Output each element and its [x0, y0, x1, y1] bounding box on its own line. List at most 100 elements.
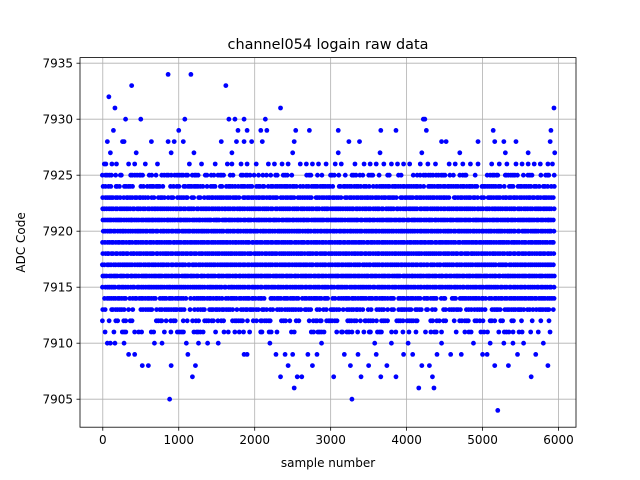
data-point — [279, 161, 285, 167]
data-point — [199, 161, 204, 167]
chart-title: channel054 logain raw data — [228, 37, 429, 53]
data-point — [163, 318, 169, 324]
data-point — [111, 127, 116, 133]
data-point — [360, 307, 366, 312]
data-point — [410, 195, 416, 201]
data-point — [323, 161, 329, 167]
data-point — [398, 172, 404, 178]
data-point — [453, 296, 458, 301]
data-point — [385, 307, 391, 312]
data-point — [495, 172, 501, 178]
data-point — [261, 296, 267, 301]
data-point — [241, 329, 246, 335]
data-point — [265, 161, 271, 167]
data-point — [262, 116, 268, 122]
data-point — [121, 139, 127, 145]
data-point — [376, 172, 382, 178]
data-point — [373, 352, 379, 357]
data-point — [212, 273, 218, 279]
data-point — [338, 195, 344, 201]
ticks-layer: 0 1000 2000 3000 4000 5000 6000 7905 7910 7915 792… — [42, 57, 573, 448]
data-point — [496, 329, 502, 335]
data-point — [537, 161, 543, 167]
data-point — [453, 329, 459, 335]
data-point — [531, 161, 537, 167]
data-point — [381, 161, 387, 167]
data-point — [248, 251, 254, 256]
data-point — [468, 161, 473, 167]
data-point — [145, 363, 151, 368]
data-point — [519, 318, 524, 324]
data-point — [389, 340, 394, 346]
data-point — [160, 184, 166, 189]
data-point — [378, 127, 384, 133]
data-point — [295, 296, 301, 301]
data-point — [200, 329, 206, 335]
data-point — [551, 184, 557, 189]
data-point — [413, 329, 419, 335]
data-point — [431, 385, 437, 391]
data-point — [308, 172, 314, 178]
data-point — [506, 329, 512, 335]
data-point — [446, 161, 452, 167]
data-point — [501, 340, 507, 346]
data-point — [244, 161, 250, 167]
data-point — [529, 172, 535, 178]
data-point — [274, 195, 280, 201]
data-point — [181, 329, 186, 335]
data-point — [247, 172, 253, 178]
x-tick-label: 0 — [99, 433, 107, 447]
data-point — [259, 329, 265, 335]
data-point — [284, 172, 290, 178]
data-point — [123, 296, 128, 301]
data-point — [264, 172, 269, 178]
data-point — [551, 228, 557, 234]
data-point — [258, 127, 264, 133]
data-point — [418, 307, 424, 312]
data-point — [422, 116, 428, 122]
data-point — [264, 127, 270, 133]
data-point — [335, 127, 341, 133]
data-point — [481, 195, 487, 201]
data-point — [192, 307, 197, 312]
data-point — [468, 329, 474, 335]
data-point — [244, 127, 250, 133]
data-point — [472, 172, 478, 178]
data-point — [140, 172, 145, 178]
points-layer — [99, 72, 558, 413]
data-point — [439, 329, 444, 335]
data-point — [433, 296, 439, 301]
data-point — [186, 161, 192, 167]
data-point — [340, 307, 346, 312]
x-tick-label: 5000 — [467, 433, 498, 447]
data-point — [378, 374, 384, 380]
data-point — [373, 161, 379, 167]
data-point — [538, 172, 544, 178]
data-point — [433, 329, 439, 335]
data-point — [184, 195, 190, 201]
data-point — [161, 195, 167, 201]
data-point — [306, 318, 312, 324]
data-point — [188, 72, 194, 77]
data-point — [366, 363, 372, 368]
data-point — [368, 307, 374, 312]
data-point — [247, 329, 253, 335]
data-point — [419, 150, 425, 156]
data-point — [152, 340, 157, 346]
y-tick-label: 7925 — [42, 169, 73, 183]
data-point — [238, 161, 244, 167]
data-point — [151, 329, 157, 335]
data-point — [223, 83, 229, 88]
data-point — [336, 172, 342, 178]
data-point — [240, 318, 245, 324]
data-point — [355, 352, 361, 357]
data-point — [176, 127, 182, 133]
data-point — [410, 352, 416, 357]
data-point — [234, 307, 240, 312]
data-point — [548, 127, 554, 133]
data-point — [315, 172, 320, 178]
data-point — [182, 116, 188, 122]
data-point — [132, 352, 138, 357]
data-point — [267, 318, 273, 324]
